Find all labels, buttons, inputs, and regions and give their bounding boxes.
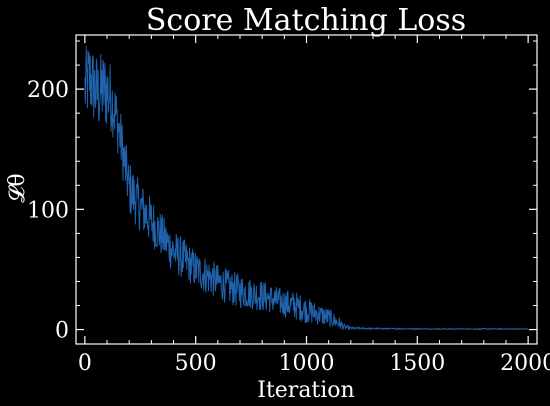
y-axis-label: 𝓛θ bbox=[5, 173, 30, 202]
x-tick-label: 2000 bbox=[500, 351, 550, 376]
x-axis-label: Iteration bbox=[257, 378, 354, 403]
chart-title: Score Matching Loss bbox=[146, 3, 466, 38]
x-tick-label: 1000 bbox=[279, 351, 335, 376]
y-tick-label: 100 bbox=[27, 198, 69, 223]
x-tick-label: 1500 bbox=[389, 351, 445, 376]
y-tick-label: 200 bbox=[27, 78, 69, 103]
y-tick-label: 0 bbox=[55, 319, 69, 344]
x-tick-label: 500 bbox=[175, 351, 217, 376]
plot-area: 0 500 1000 1500 2000 0 100 200 bbox=[27, 34, 550, 376]
series-line-loss bbox=[84, 46, 529, 331]
x-tick-label: 0 bbox=[78, 351, 92, 376]
